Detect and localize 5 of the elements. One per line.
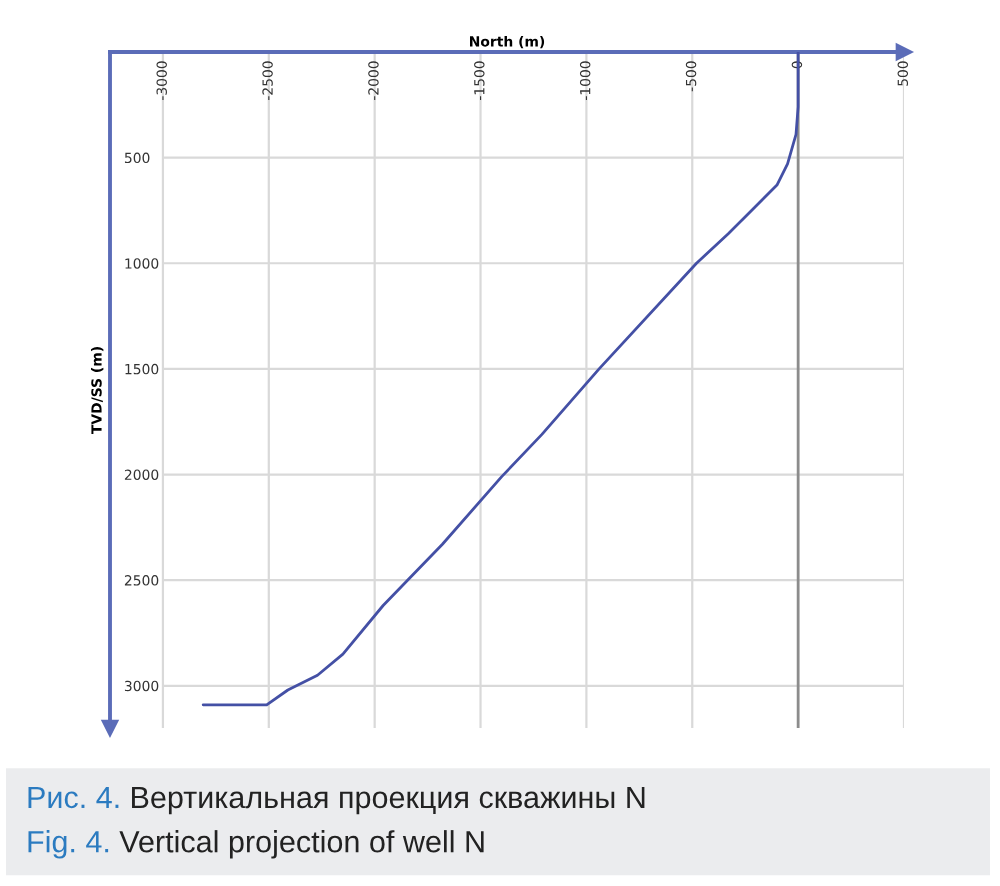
text: Вертикальная проекция скважины N: [132, 786, 645, 815]
text: Рис. 4.: [28, 786, 119, 809]
text: Vertical projection of well N: [119, 830, 484, 859]
caption: Fig. 4.: [28, 830, 109, 859]
line-series: [201, 52, 800, 707]
